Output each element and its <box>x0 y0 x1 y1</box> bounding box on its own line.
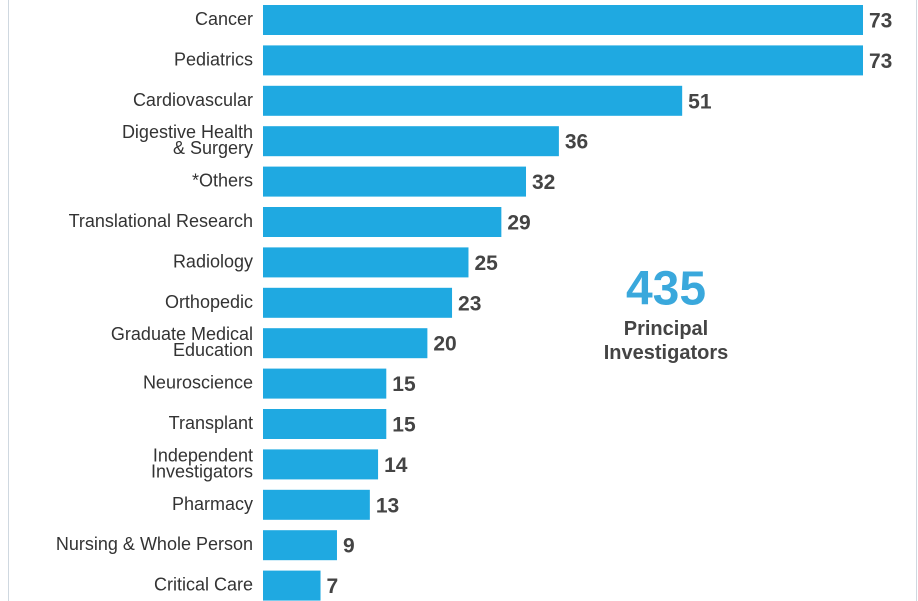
bar <box>263 85 683 116</box>
bar <box>263 5 863 35</box>
bar <box>263 166 527 197</box>
bar <box>263 207 502 237</box>
category-label: Radiology <box>173 251 253 271</box>
category-label: *Others <box>192 170 253 190</box>
category-label: Translational Research <box>69 211 253 231</box>
value-label: 23 <box>458 292 481 315</box>
bar <box>263 570 321 601</box>
annotation-text: Principal Investigators <box>604 318 728 364</box>
category-label: Orthopedic <box>165 292 253 312</box>
category-label: Graduate Medical Education <box>111 324 253 360</box>
bar <box>263 45 863 76</box>
value-label: 73 <box>869 50 892 73</box>
bar <box>263 409 387 439</box>
category-label: Digestive Health & Surgery <box>122 122 253 158</box>
bar <box>263 489 370 520</box>
bar <box>263 287 453 318</box>
value-label: 32 <box>532 171 555 194</box>
value-label: 9 <box>343 535 355 558</box>
bar <box>263 247 469 278</box>
value-label: 73 <box>869 10 892 33</box>
value-label: 51 <box>688 90 712 113</box>
bar <box>263 530 337 561</box>
bar <box>263 449 379 480</box>
category-label: Neuroscience <box>143 372 253 392</box>
category-label: Pediatrics <box>174 49 253 69</box>
value-label: 15 <box>392 414 416 437</box>
annotation-number: 435 <box>626 263 706 316</box>
category-label: Cancer <box>195 9 253 29</box>
bar <box>263 328 428 359</box>
category-label: Independent Investigators <box>151 445 253 481</box>
category-label: Transplant <box>169 413 253 433</box>
value-label: 29 <box>507 212 530 235</box>
category-label: Critical Care <box>154 574 253 594</box>
bar <box>263 126 559 157</box>
value-label: 25 <box>474 252 498 275</box>
value-label: 7 <box>327 575 339 598</box>
category-label: Pharmacy <box>172 494 253 514</box>
value-label: 15 <box>392 373 416 396</box>
value-label: 14 <box>384 454 408 477</box>
category-label: Nursing & Whole Person <box>56 534 253 554</box>
value-label: 20 <box>433 333 456 356</box>
category-label: Cardiovascular <box>133 90 253 110</box>
value-label: 13 <box>376 494 399 517</box>
value-label: 36 <box>565 131 588 154</box>
bar <box>263 368 387 399</box>
